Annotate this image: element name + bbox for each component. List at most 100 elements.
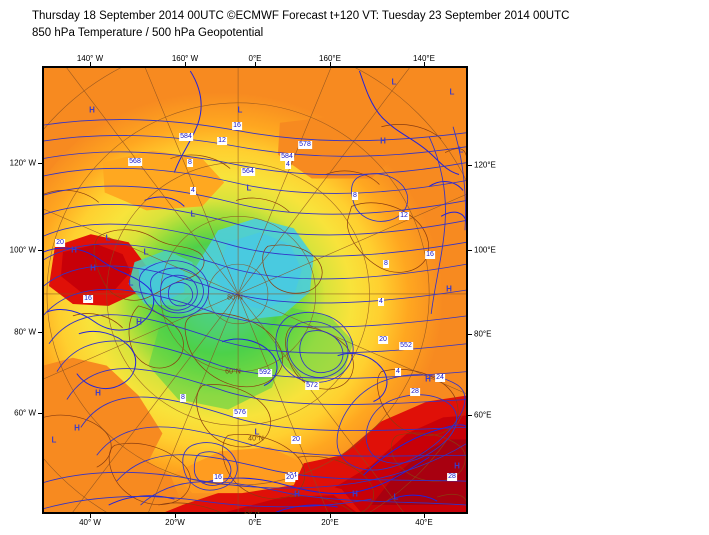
axis-label-top: 160° W [171,54,199,63]
axis-tick [468,165,472,166]
chart-title-block: Thursday 18 September 2014 00UTC ©ECMWF … [32,8,692,42]
axis-label-right: 80°E [474,329,492,339]
axis-tick [38,163,42,164]
contour-label: 16 [83,295,93,303]
axis-label-right: 60°E [474,410,492,420]
axis-label-bottom: 0°E [248,518,262,527]
axis-tick [255,514,256,518]
contour-label: 578 [298,141,312,149]
graticule-label: 80°N [227,294,243,302]
high-pressure-marker: H [74,423,80,433]
high-pressure-marker: H [90,263,96,273]
axis-tick [38,413,42,414]
contour-label: 20 [378,336,388,344]
contour-label: 8 [187,159,193,167]
contour-label: 20 [55,239,65,247]
low-pressure-marker: L [143,247,149,257]
low-pressure-marker: L [393,492,399,502]
axis-label-left: 60° W [14,408,36,418]
high-pressure-marker: H [89,105,95,115]
contour-label: 20 [285,474,295,482]
contour-label: 4 [190,187,196,195]
axis-label-bottom: 40° W [79,518,101,527]
chart-title-line-1: Thursday 18 September 2014 00UTC ©ECMWF … [32,10,570,22]
low-pressure-marker: L [246,183,252,193]
axis-tick [468,334,472,335]
axis-label-left: 80° W [14,327,36,337]
weather-map-canvas [43,67,467,513]
contour-label: 4 [285,161,291,169]
contour-label: 8 [352,192,358,200]
axis-tick [424,62,425,66]
graticule-label: 60°N [225,368,241,376]
low-pressure-marker: L [237,105,243,115]
low-pressure-marker: L [51,435,57,445]
high-pressure-marker: H [380,136,386,146]
axis-tick [255,62,256,66]
axis-label-bottom: 20°E [321,518,339,527]
high-pressure-marker: H [95,388,101,398]
high-pressure-marker: H [454,461,460,471]
high-pressure-marker: H [425,374,431,384]
contour-label: 584 [179,133,193,141]
axis-tick [468,250,472,251]
contour-label: 4 [395,368,401,376]
contour-label: 16 [425,251,435,259]
graticule [43,67,467,513]
axis-label-top: 140°E [413,54,435,63]
axis-tick [38,250,42,251]
contour-label: 4 [378,298,384,306]
axis-label-left: 100° W [9,245,36,255]
axis-label-top: 0°E [248,54,262,63]
contour-label: 568 [128,158,142,166]
weather-map-frame [42,66,468,514]
axis-tick [468,415,472,416]
low-pressure-marker: L [254,427,260,437]
axis-label-bottom: 40°E [415,518,433,527]
contour-label: 552 [399,342,413,350]
contour-label: 564 [241,168,255,176]
contour-label: 572 [305,382,319,390]
high-pressure-marker: H [136,317,142,327]
high-pressure-marker: H [294,489,300,499]
contour-label: 12 [217,137,227,145]
high-pressure-marker: H [71,245,77,255]
chart-title-line-2: 850 hPa Temperature / 500 hPa Geopotenti… [32,27,264,39]
axis-tick [424,514,425,518]
contour-label: 576 [233,409,247,417]
geopotential-contours [43,119,467,510]
axis-label-bottom: 20°W [165,518,185,527]
axis-label-top: 160°E [319,54,341,63]
graticule-label: 20°N [244,508,260,516]
low-pressure-marker: L [391,77,397,87]
axis-tick [90,62,91,66]
axis-tick [90,514,91,518]
contour-label: 584 [280,153,294,161]
contour-label: 28 [410,388,420,396]
contour-label: 20 [291,436,301,444]
axis-tick [38,332,42,333]
axis-label-right: 100°E [474,245,496,255]
contour-label: 8 [180,394,186,402]
contour-label: 28 [447,473,457,481]
low-pressure-marker: L [128,278,134,288]
contour-label: 8 [383,260,389,268]
axis-tick [330,514,331,518]
low-pressure-marker: L [449,87,455,97]
low-pressure-marker: L [190,209,196,219]
axis-label-right: 120°E [474,160,496,170]
low-pressure-marker: L [458,145,464,155]
graticule-label: 40°N [248,435,264,443]
contour-label: 12 [399,212,409,220]
contour-label: 24 [435,374,445,382]
axis-label-top: 140° W [76,54,104,63]
contour-label: 16 [213,474,223,482]
contour-label: 16 [232,122,242,130]
high-pressure-marker: H [446,284,452,294]
axis-label-left: 120° W [9,158,36,168]
axis-tick [175,514,176,518]
contour-label: 592 [258,369,272,377]
low-pressure-marker: L [105,233,111,243]
high-pressure-marker: H [352,489,358,499]
axis-tick [185,62,186,66]
